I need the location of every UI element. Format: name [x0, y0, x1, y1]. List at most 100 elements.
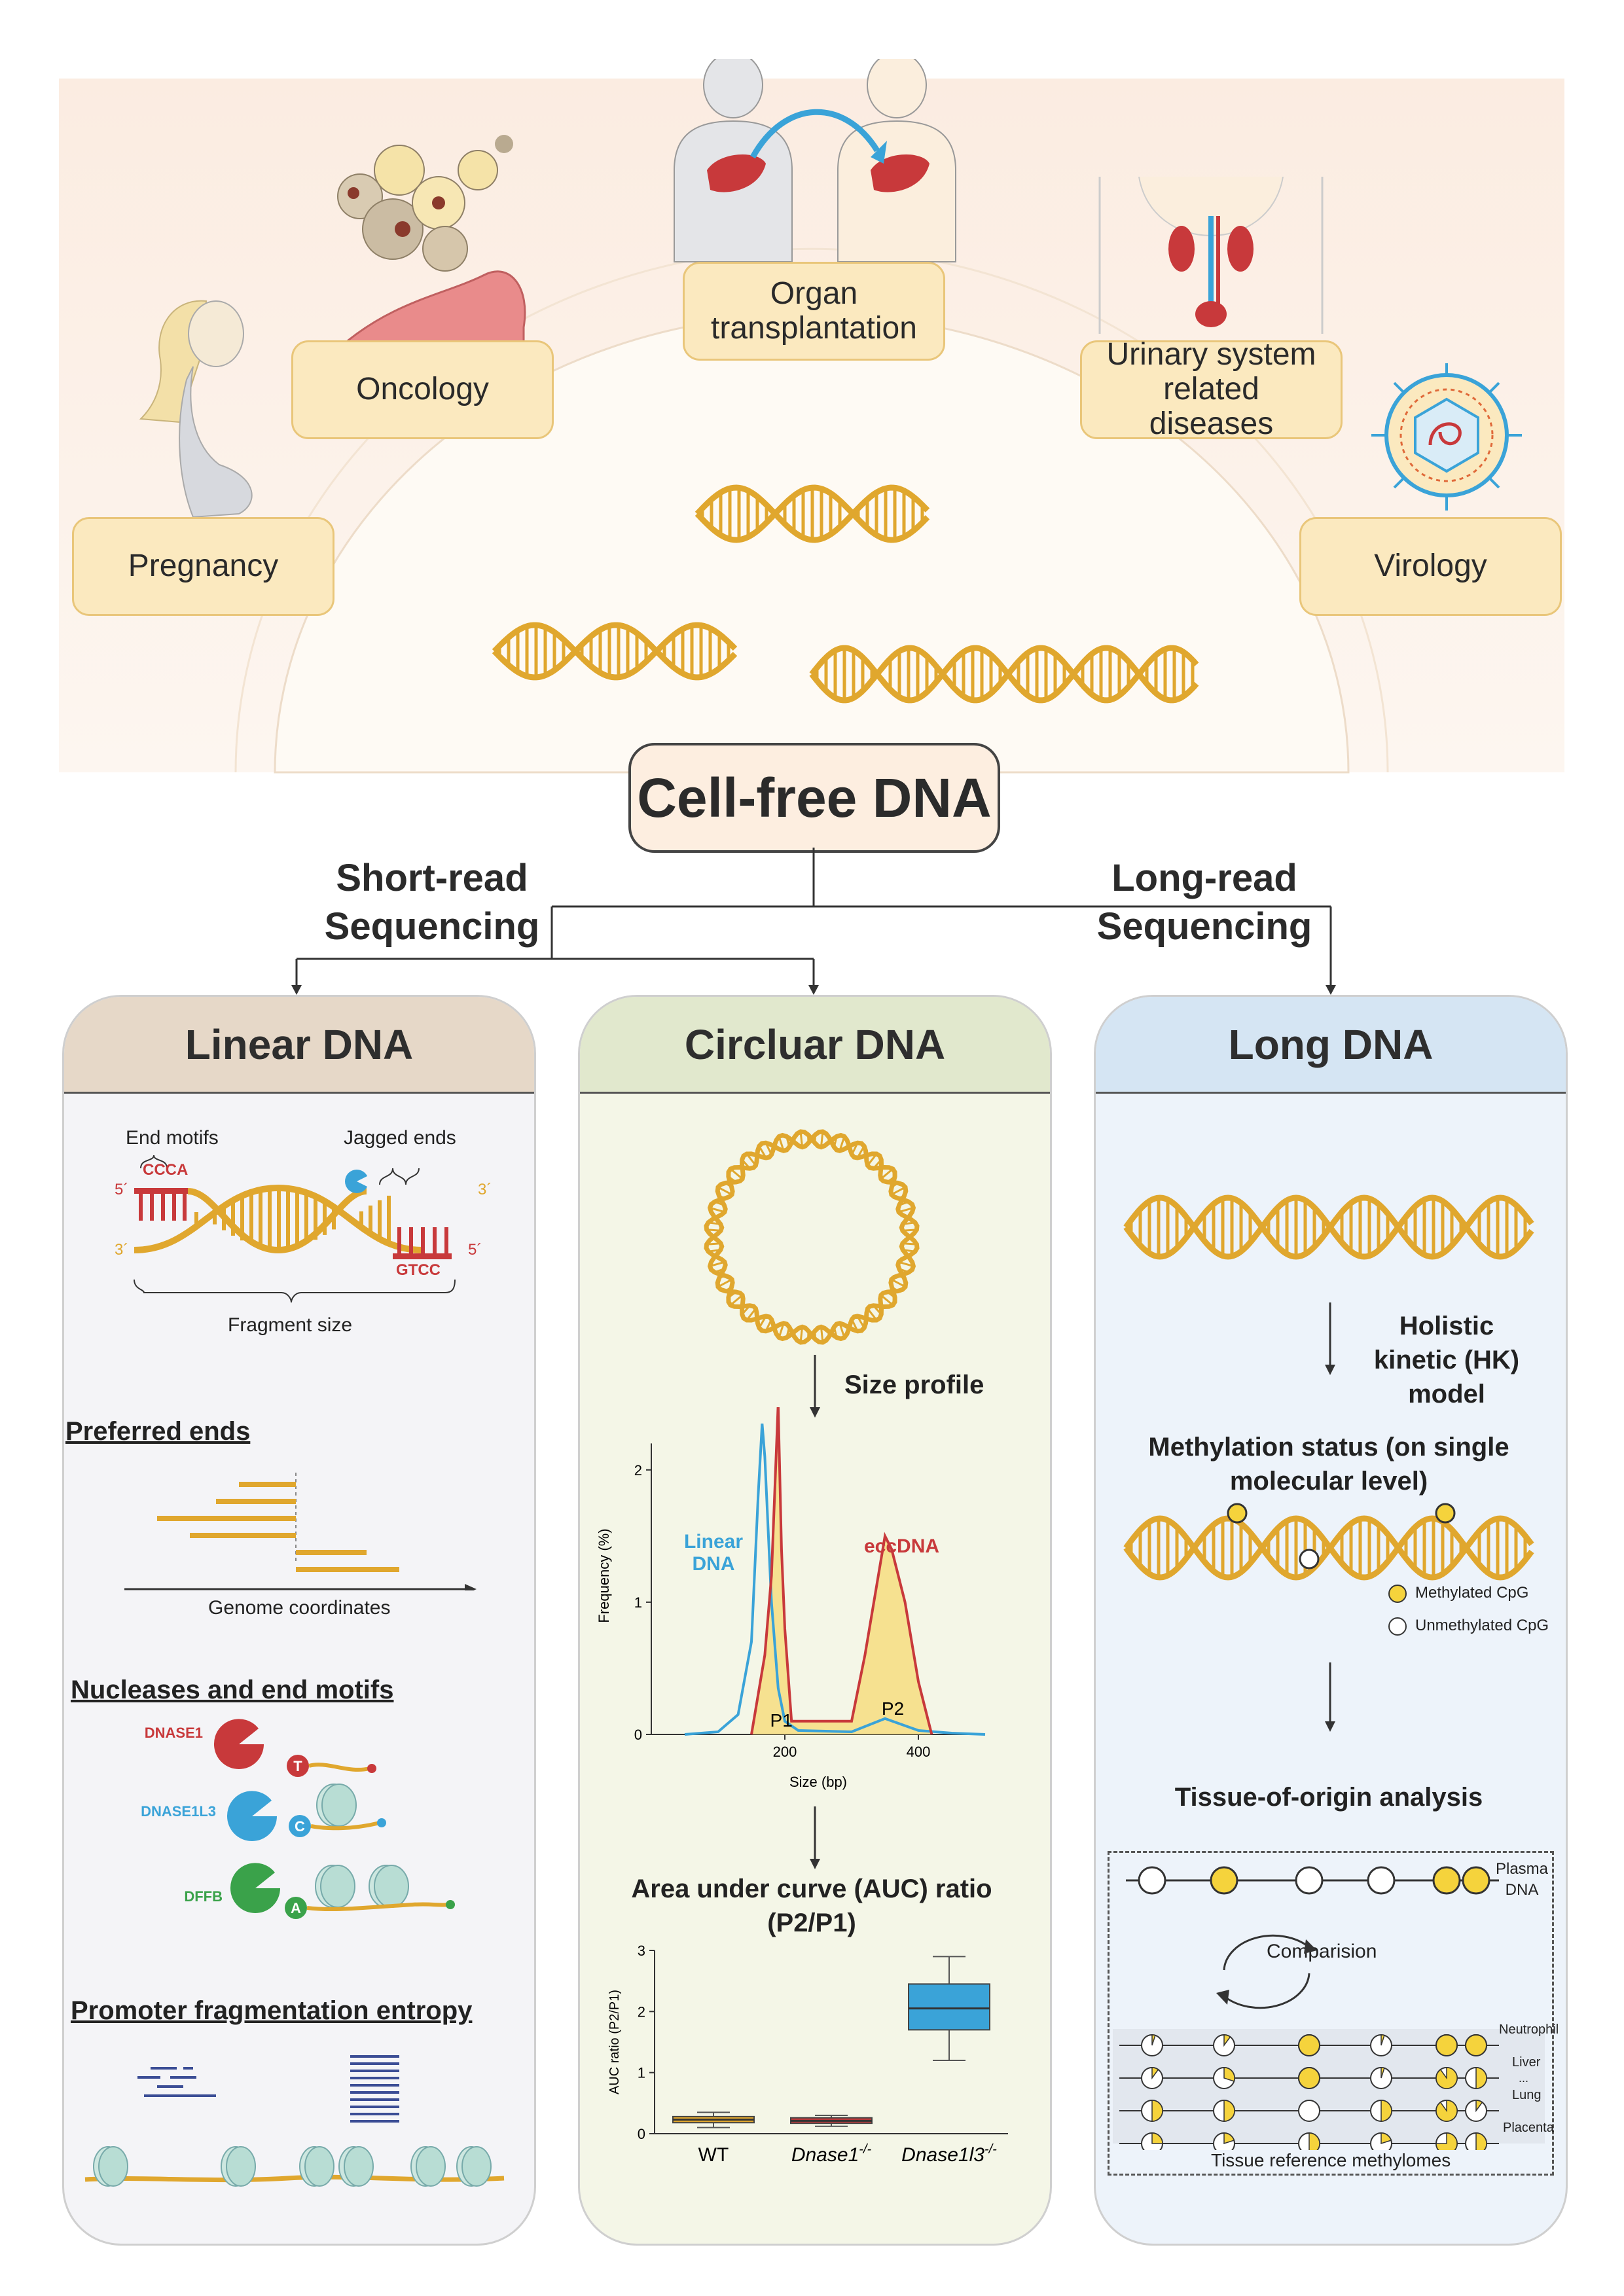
comparison-label: Comparision: [1267, 1941, 1377, 1962]
urinary-illustration: [1098, 177, 1324, 334]
auc-y-tick: 0: [638, 2126, 645, 2142]
eccdna-series-label: eccDNA: [864, 1535, 939, 1557]
p2-label: P2: [882, 1698, 904, 1719]
jagged-ends-label: Jagged ends: [344, 1127, 456, 1149]
virus-illustration: [1371, 363, 1522, 511]
unmethylated-cpg: [1138, 1866, 1166, 1895]
tissue-origin-diagram: [1113, 1866, 1545, 2150]
auc-box-chart: 0 1 2 3 AUC ratio (P2/P1) WT Dnase1-/- Dnase1l3…: [607, 1943, 1008, 2166]
virology-label: Virology: [1374, 548, 1487, 584]
unmethylated-cpg: [1367, 1866, 1396, 1895]
nucleases-diagram: DNASE1 T DNASE1L3 C DFFB A: [141, 1719, 455, 1919]
size-y-tick: 1: [634, 1594, 642, 1611]
size-profile-label: Size profile: [844, 1371, 984, 1399]
five-prime-left: 5´: [115, 1181, 128, 1198]
long-dna-strand: [1123, 1194, 1534, 1260]
auc-category-label: WT: [698, 2144, 729, 2166]
methylation-status-label: Methylation status (on single molecular …: [1148, 1433, 1509, 1496]
oncology-illustration: [337, 135, 526, 347]
linear-dna-header-text: Linear DNA: [185, 1020, 414, 1068]
unmethylated-legend-label: Unmethylated CpG: [1415, 1617, 1549, 1634]
ecc-area: [751, 1407, 932, 1734]
oncology-box: Oncology: [291, 340, 554, 439]
five-prime-right: 5´: [468, 1241, 482, 1259]
long-dna-header: Long DNA: [1096, 997, 1566, 1094]
methylation-legend: [1388, 1585, 1407, 1636]
tissue-liver: Liver: [1512, 2055, 1541, 2070]
size-y-tick: 2: [634, 1462, 642, 1479]
linear-dna-series-label: Linear DNA: [684, 1531, 743, 1575]
dna-helix-2: [492, 622, 738, 681]
motif-top-text: CCCA: [143, 1161, 188, 1179]
nuclease-name-3: DFFB: [184, 1888, 223, 1905]
size-x-label: Size (bp): [789, 1774, 847, 1790]
connector-lines: [291, 848, 1336, 995]
series-line-1: [684, 1423, 986, 1736]
auc-y-tick: 3: [638, 1943, 645, 1959]
dna-helices: [492, 484, 1199, 704]
nuclease-base-2: C: [295, 1818, 305, 1835]
nucleases-title: Nucleases and end motifs: [71, 1676, 394, 1704]
pregnancy-box: Pregnancy: [72, 517, 334, 616]
tissue-origin-box: [1108, 1851, 1554, 2176]
transplantation-illustration: [674, 59, 956, 262]
size-x-tick: 400: [907, 1744, 931, 1760]
series-line-2: [750, 1407, 933, 1735]
organ-transplantation-label: Organ transplantation: [711, 276, 917, 346]
size-profile-chart: 0 1 2 200 400 Size (bp) Frequency (%) Linear DNA…: [596, 1407, 986, 1790]
methylated-cpg: [1432, 1866, 1461, 1895]
organ-transplantation-box: Organ transplantation: [683, 262, 945, 361]
reference-methylomes-label: Tissue reference methylomes: [1211, 2150, 1451, 2170]
long-dna-helix: [1123, 1194, 1534, 1260]
auc-category-label: Dnase1l3-/-: [901, 2142, 997, 2166]
auc-y-tick: 1: [638, 2065, 645, 2081]
tissue-placenta: Placenta: [1503, 2121, 1554, 2135]
end-motifs-label: End motifs: [126, 1127, 219, 1149]
methylation-helix: [1123, 1503, 1534, 1581]
nuclease-base-3: A: [291, 1900, 301, 1916]
title-text: Cell-free DNA: [637, 766, 992, 829]
nuclease-base-1: T: [293, 1758, 302, 1774]
p1-label: P1: [770, 1710, 793, 1731]
methylated-cpg: [1210, 1866, 1238, 1895]
arrow-auc: [810, 1806, 820, 1869]
arrow-tissue: [1325, 1662, 1335, 1732]
three-prime-left: 3´: [115, 1241, 128, 1259]
fragment-size-label: Fragment size: [228, 1314, 353, 1336]
oncology-label: Oncology: [356, 372, 489, 407]
pregnancy-illustration: [139, 300, 253, 518]
reference-cpg: [1298, 2100, 1320, 2122]
three-prime-right: 3´: [478, 1181, 492, 1198]
box-body: [908, 1983, 990, 2031]
auc-y-label: AUC ratio (P2/P1): [607, 1990, 622, 2094]
tissue-origin-label: Tissue-of-origin analysis: [1174, 1783, 1483, 1812]
linear-dna-header: Linear DNA: [64, 997, 534, 1094]
circular-dna-ring: [704, 1129, 920, 1345]
cell-free-dna-title: Cell-free DNA: [628, 743, 1000, 853]
short-read-label: Short-read Sequencing: [324, 857, 540, 948]
unmethylated-cpg: [1295, 1866, 1324, 1895]
plasma-dna-label: Plasma DNA: [1495, 1860, 1549, 1899]
circular-dna-header: Circluar DNA: [580, 997, 1050, 1094]
long-dna-header-text: Long DNA: [1228, 1020, 1434, 1068]
methylated-cpg: [1462, 1866, 1490, 1895]
promoter-entropy-title: Promoter fragmentation entropy: [71, 1996, 473, 2025]
pregnancy-label: Pregnancy: [128, 548, 279, 584]
urinary-label: Urinary system related diseases: [1106, 337, 1316, 441]
motif-bottom-text: GTCC: [396, 1261, 441, 1279]
tissue-lung: Lung: [1512, 2088, 1542, 2102]
long-read-label: Long-read Sequencing: [1096, 857, 1312, 948]
auc-title: Area under curve (AUC) ratio (P2/P1): [631, 1874, 992, 1937]
size-y-tick: 0: [634, 1727, 642, 1743]
auc-y-tick: 2: [638, 2003, 645, 2020]
auc-category-label: Dnase1-/-: [791, 2142, 872, 2166]
fragment-diagram: CCCA 5´ 3´ 3´ GTCC 5´: [115, 1155, 492, 1303]
dna-helix-3: [809, 645, 1199, 704]
tissue-neutrophil: Neutrophil: [1499, 2022, 1559, 2037]
methylated-legend-label: Methylated CpG: [1415, 1584, 1529, 1602]
nuclease-name-2: DNASE1L3: [141, 1803, 216, 1820]
promoter-entropy-diagram: [84, 2055, 505, 2187]
methylation-strand: [1123, 1515, 1534, 1581]
hk-model-label: Holistic kinetic (HK) model: [1373, 1312, 1520, 1408]
dna-helix-1: [695, 484, 930, 543]
